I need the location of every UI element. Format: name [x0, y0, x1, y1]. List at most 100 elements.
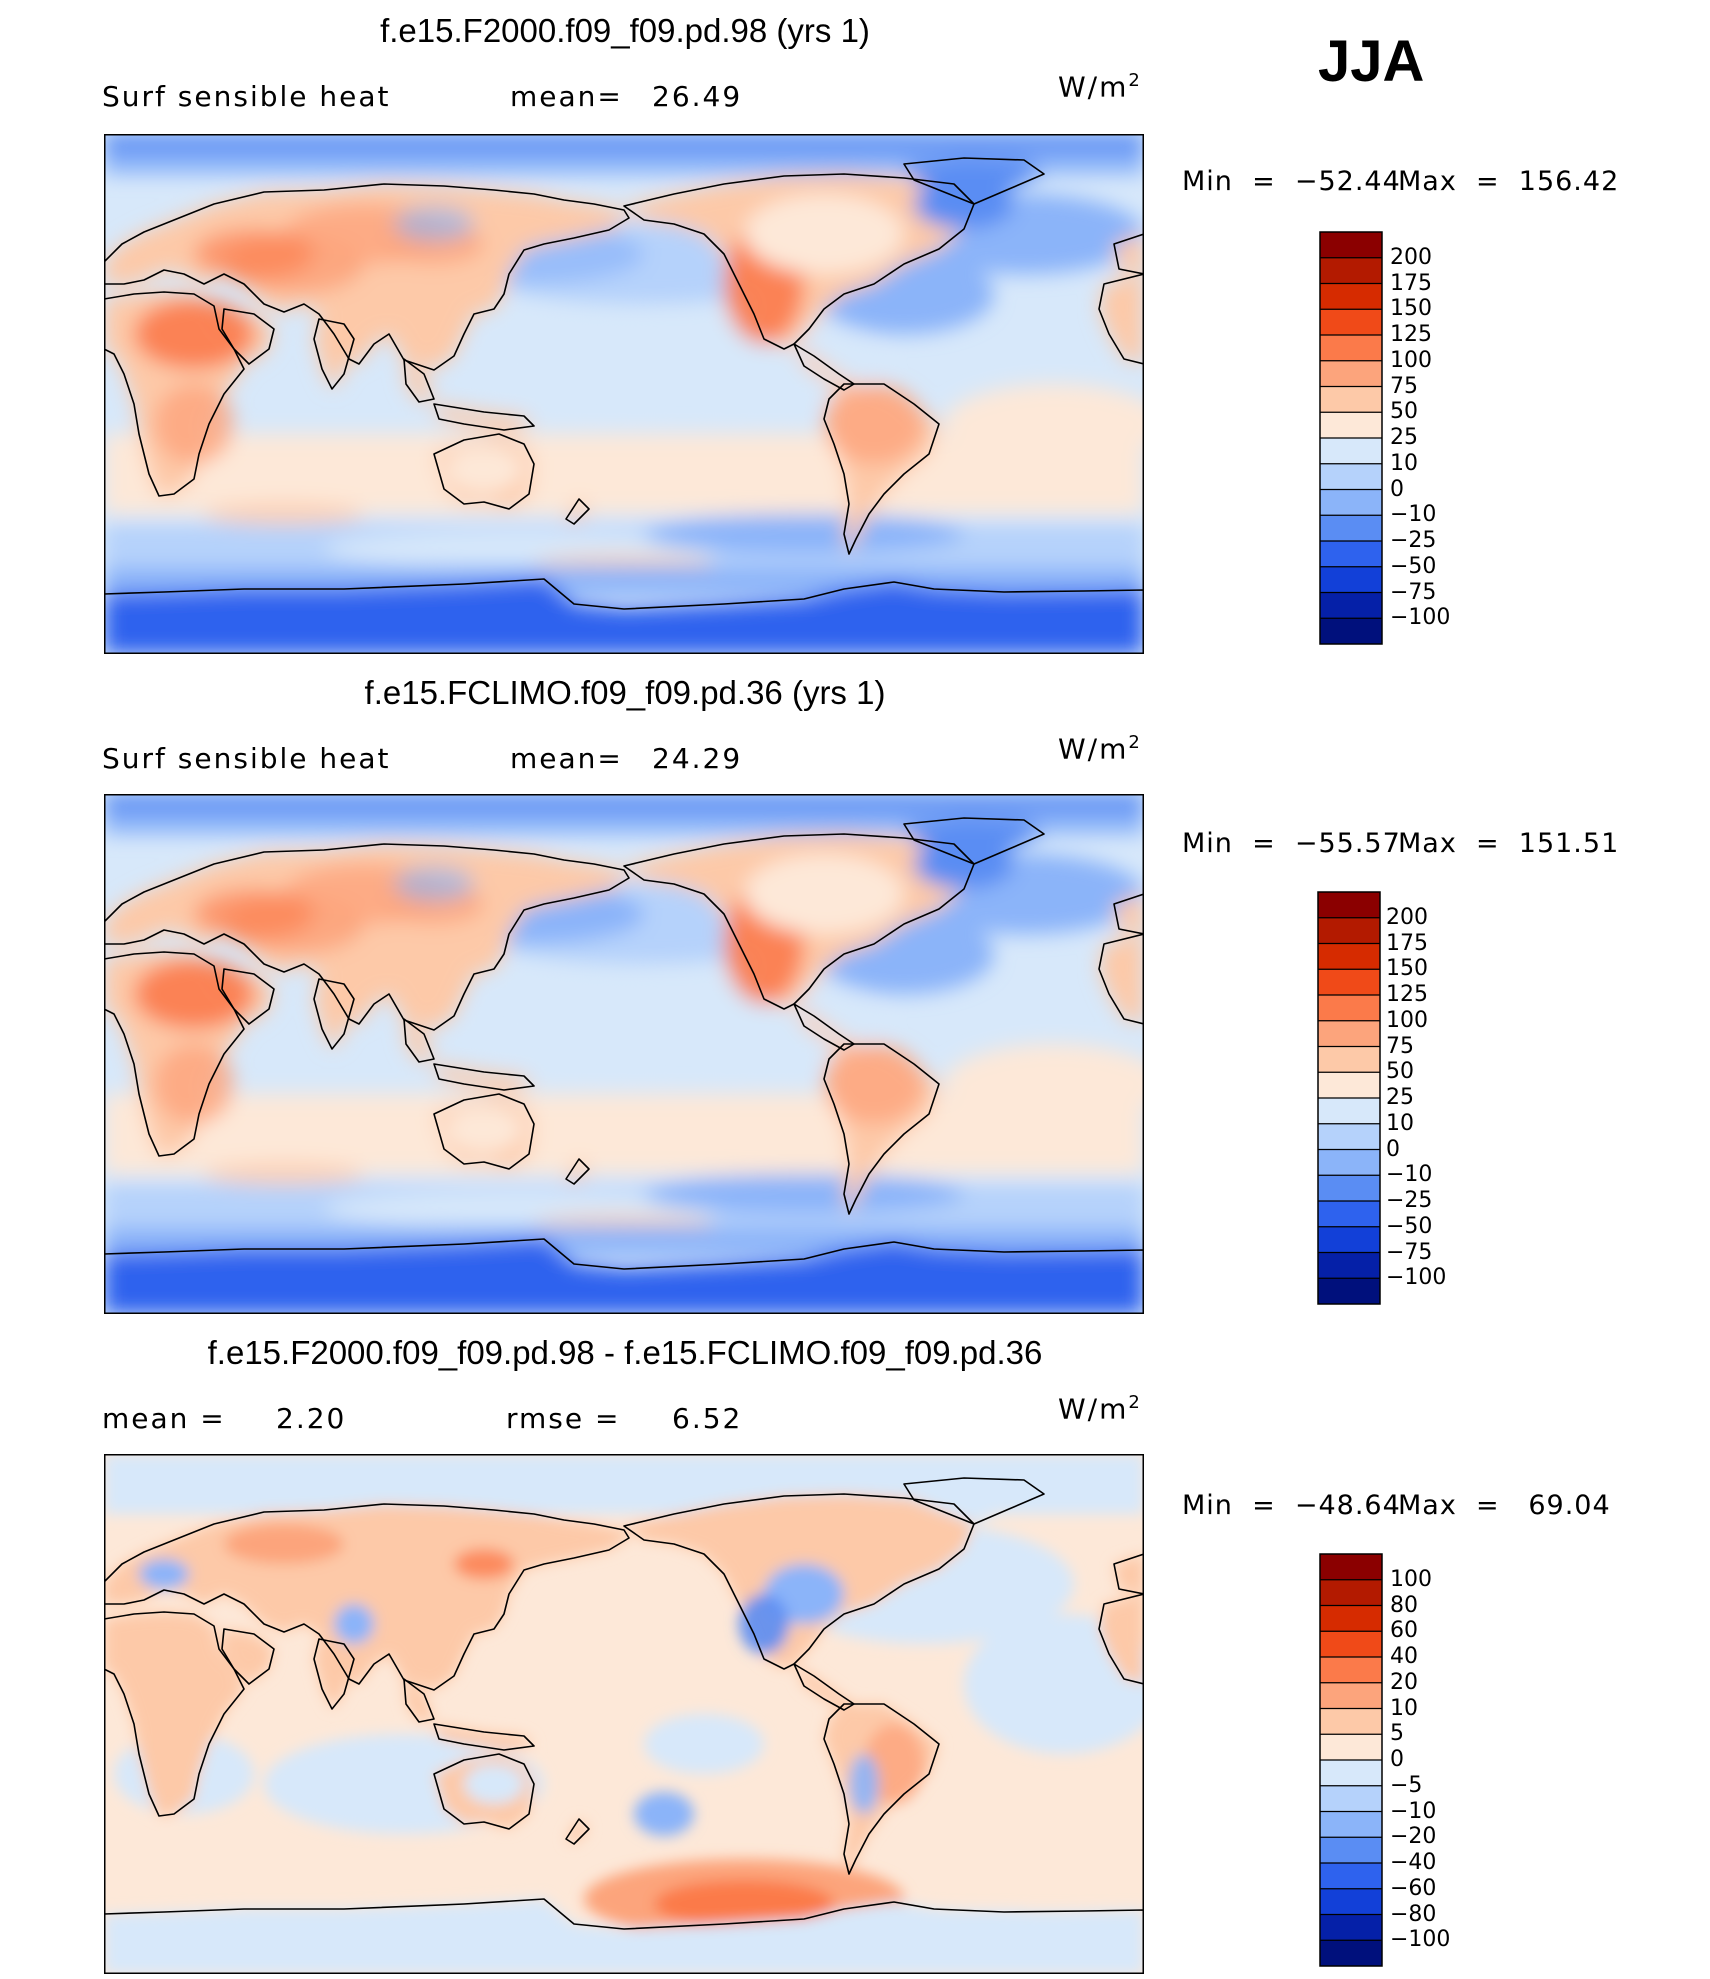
- panel-3-mean-label: mean =: [102, 1402, 226, 1435]
- colorbar-tick-label: 175: [1386, 930, 1428, 956]
- colorbar-swatch: [1318, 969, 1380, 996]
- panel-3-title: f.e15.F2000.f09_f09.pd.98 - f.e15.FCLIMO…: [207, 1334, 1043, 1371]
- colorbar-swatch: [1320, 1605, 1382, 1632]
- colorbar-tick-label: 10: [1386, 1110, 1414, 1136]
- colorbar-tick-label: 0: [1390, 476, 1404, 502]
- panel-1-units-exponent: 2: [1128, 70, 1140, 91]
- colorbar-tick-label: 40: [1390, 1644, 1418, 1669]
- colorbar-tick-label: 25: [1386, 1085, 1414, 1110]
- colorbar-tick-label: 25: [1390, 425, 1418, 450]
- colorbar-tick-label: −100: [1390, 1927, 1451, 1953]
- colorbar-swatch: [1320, 360, 1382, 387]
- colorbar-swatch: [1320, 592, 1382, 619]
- colorbar-swatch: [1318, 1201, 1380, 1228]
- panel-1-mean-label: mean=: [510, 80, 623, 113]
- colorbar-tick-label: 60: [1390, 1618, 1418, 1644]
- colorbar-swatch: [1318, 1252, 1380, 1279]
- panel-1-units: W/m2: [1058, 70, 1140, 103]
- panel-1-colorbar-labels: 200 175 150 125 100 75 50 25 10 0 −10 −25 −50 −75 −100: [1390, 232, 1490, 644]
- colorbar-tick-label: −10: [1390, 1798, 1437, 1824]
- panel-2-units: W/m2: [1058, 732, 1140, 765]
- panel-2-mean-value: 24.29: [652, 742, 743, 775]
- panel-3-max: Max = 69.04: [1398, 1490, 1611, 1521]
- panel-3-units: W/m2: [1058, 1392, 1140, 1425]
- colorbar-swatch: [1320, 618, 1382, 645]
- panel-2-map: [104, 794, 1144, 1314]
- colorbar-swatch: [1320, 1837, 1382, 1864]
- colorbar-swatch: [1320, 1888, 1382, 1915]
- panel-3-map: [104, 1454, 1144, 1974]
- colorbar-swatch: [1320, 438, 1382, 465]
- colorbar-tick-label: −100: [1390, 605, 1451, 631]
- colorbar-swatch: [1320, 1682, 1382, 1709]
- colorbar-tick-label: −10: [1386, 1162, 1433, 1188]
- panel-2-mean-label: mean=: [510, 742, 623, 775]
- colorbar-tick-label: −100: [1386, 1265, 1447, 1291]
- colorbar-tick-label: 0: [1390, 1747, 1404, 1772]
- colorbar-tick-label: 50: [1386, 1059, 1414, 1085]
- colorbar-swatch: [1318, 1226, 1380, 1253]
- colorbar-swatch: [1318, 1175, 1380, 1202]
- colorbar-swatch: [1320, 1631, 1382, 1658]
- colorbar-tick-label: 75: [1390, 373, 1418, 399]
- colorbar-swatch: [1320, 335, 1382, 362]
- panel-2-colorbar: [1317, 891, 1381, 1305]
- panel-3-units-text: W/m: [1058, 1392, 1129, 1426]
- colorbar-swatch: [1318, 1072, 1380, 1099]
- colorbar-tick-label: −50: [1390, 553, 1437, 579]
- panel-1-colorbar: [1319, 231, 1383, 645]
- colorbar-swatch: [1320, 1554, 1382, 1581]
- panel-2-units-text: W/m: [1058, 732, 1129, 766]
- colorbar-tick-label: 5: [1390, 1721, 1404, 1747]
- colorbar-swatch: [1318, 1149, 1380, 1176]
- colorbar-tick-label: −80: [1390, 1901, 1437, 1927]
- colorbar-swatch: [1320, 283, 1382, 310]
- colorbar-swatch: [1320, 541, 1382, 568]
- colorbar-tick-label: −20: [1390, 1824, 1437, 1850]
- colorbar-tick-label: 150: [1386, 956, 1428, 982]
- colorbar-swatch: [1320, 1863, 1382, 1890]
- colorbar-tick-label: 100: [1386, 1007, 1428, 1033]
- panel-3-mean-value: 2.20: [276, 1402, 347, 1435]
- panel-2-max: Max = 151.51: [1398, 828, 1620, 859]
- colorbar-tick-label: −5: [1390, 1772, 1423, 1798]
- panel-1-units-text: W/m: [1058, 70, 1129, 104]
- colorbar-swatch: [1320, 1811, 1382, 1838]
- colorbar-tick-label: −50: [1386, 1213, 1433, 1239]
- colorbar-swatch: [1320, 1914, 1382, 1941]
- colorbar-tick-label: 100: [1390, 1566, 1432, 1592]
- season-label: JJA: [1318, 29, 1425, 94]
- panel-2-colorbar-labels: 200 175 150 125 100 75 50 25 10 0 −10 −25 −50 −75 −100: [1386, 892, 1486, 1304]
- panel-2-title: f.e15.FCLIMO.f09_f09.pd.36 (yrs 1): [364, 674, 886, 711]
- colorbar-swatch: [1320, 1785, 1382, 1812]
- colorbar-swatch: [1320, 1760, 1382, 1787]
- colorbar-swatch: [1320, 1940, 1382, 1967]
- colorbar-tick-label: 20: [1390, 1669, 1418, 1695]
- colorbar-swatch: [1318, 995, 1380, 1022]
- panel-1-max: Max = 156.42: [1398, 166, 1620, 197]
- colorbar-swatch: [1318, 1098, 1380, 1125]
- colorbar-swatch: [1320, 1708, 1382, 1735]
- panel-2-min: Min = −55.57: [1182, 828, 1401, 859]
- panel-3-rmse-value: 6.52: [672, 1402, 743, 1435]
- colorbar-swatch: [1320, 257, 1382, 284]
- colorbar-swatch: [1318, 943, 1380, 970]
- colorbar-swatch: [1320, 309, 1382, 336]
- panel-3-colorbar: [1319, 1553, 1383, 1967]
- colorbar-swatch: [1320, 1579, 1382, 1606]
- panel-2-units-exponent: 2: [1128, 732, 1140, 753]
- colorbar-tick-label: 50: [1390, 399, 1418, 425]
- panel-1-mean-value: 26.49: [652, 80, 743, 113]
- panel-3-min: Min = −48.64: [1182, 1490, 1401, 1521]
- colorbar-swatch: [1318, 917, 1380, 944]
- colorbar-swatch: [1320, 412, 1382, 439]
- colorbar-tick-label: −60: [1390, 1875, 1437, 1901]
- colorbar-tick-label: −75: [1386, 1239, 1433, 1265]
- colorbar-tick-label: 80: [1390, 1592, 1418, 1618]
- panel-3-rmse-label: rmse =: [506, 1402, 621, 1435]
- panel-3-units-exponent: 2: [1128, 1392, 1140, 1413]
- colorbar-swatch: [1318, 1020, 1380, 1047]
- panel-1-min: Min = −52.44: [1182, 166, 1401, 197]
- panel-3-colorbar-labels: 100 80 60 40 20 10 5 0 −5 −10 −20 −40 −60 −80 −100: [1390, 1554, 1490, 1966]
- colorbar-tick-label: 100: [1390, 347, 1432, 373]
